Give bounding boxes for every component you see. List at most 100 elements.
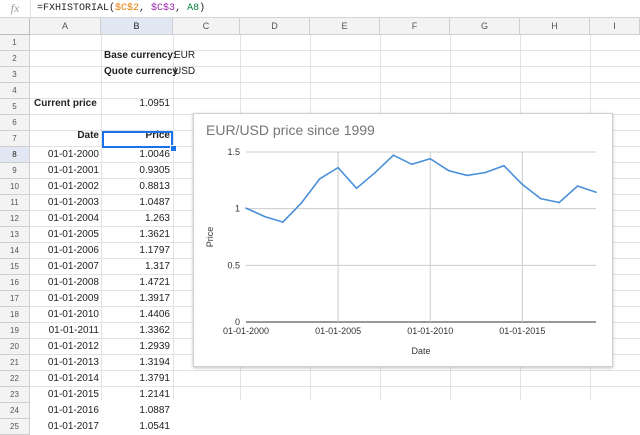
price-cell[interactable]: 1.0046 (139, 149, 170, 160)
data-point (411, 163, 413, 166)
row-header-11[interactable]: 11 (0, 195, 30, 211)
price-cell[interactable]: 1.2939 (139, 341, 170, 352)
price-cell[interactable]: 1.4406 (139, 309, 170, 320)
price-cell[interactable]: 0.9305 (139, 165, 170, 176)
row-header-8[interactable]: 8 (0, 147, 30, 163)
price-cell[interactable]: 1.0887 (139, 405, 170, 416)
row-header-12[interactable]: 12 (0, 211, 30, 227)
row-header-5[interactable]: 5 (0, 99, 30, 115)
row-header-6[interactable]: 6 (0, 115, 30, 131)
date-cell[interactable]: 01-01-2000 (47, 149, 99, 160)
price-cell[interactable]: 0.8813 (139, 181, 170, 192)
row-header-20[interactable]: 20 (0, 339, 30, 355)
column-header-i[interactable]: I (590, 18, 640, 35)
row-header-23[interactable]: 23 (0, 387, 30, 403)
date-cell[interactable]: 01-01-2008 (47, 277, 99, 288)
row-header-2[interactable]: 2 (0, 51, 30, 67)
date-cell[interactable]: 01-01-2011 (48, 325, 99, 336)
data-point (392, 154, 395, 156)
fill-handle[interactable] (170, 145, 177, 152)
quote-currency-value[interactable]: USD (174, 66, 196, 77)
date-cell[interactable]: 01-01-2005 (47, 229, 99, 240)
chart-plot: 0 0.5 1 1.5 01-01-2000 01-01-2005 01-01-2010 01… (205, 147, 597, 356)
price-header-cell[interactable]: Price (145, 130, 170, 141)
current-price-value[interactable]: 1.0951 (139, 98, 170, 109)
formula-ref-quote: $C$3 (151, 3, 176, 14)
base-currency-value[interactable]: EUR (174, 50, 196, 61)
row-header-13[interactable]: 13 (0, 227, 30, 243)
date-cell[interactable]: 01-01-2009 (47, 293, 99, 304)
y-tick-label: 0 (235, 317, 240, 327)
row-header-15[interactable]: 15 (0, 259, 30, 275)
row-header-7[interactable]: 7 (0, 131, 30, 147)
column-header-f[interactable]: F (380, 18, 450, 35)
data-point (595, 191, 597, 194)
price-cell[interactable]: 1.0541 (139, 421, 170, 432)
date-cell[interactable]: 01-01-2007 (47, 261, 99, 272)
date-cell[interactable]: 01-01-2001 (47, 165, 99, 176)
row-header-24[interactable]: 24 (0, 403, 30, 419)
column-header-g[interactable]: G (450, 18, 520, 35)
date-cell[interactable]: 01-01-2014 (47, 373, 99, 384)
price-cell[interactable]: 1.3791 (139, 373, 170, 384)
date-cell[interactable]: 01-01-2013 (47, 357, 99, 368)
price-cell[interactable]: 1.3917 (139, 293, 170, 304)
date-cell[interactable]: 01-01-2017 (47, 421, 99, 432)
row-header-14[interactable]: 14 (0, 243, 30, 259)
chart-title: EUR/USD price since 1999 (206, 122, 375, 138)
row-header-9[interactable]: 9 (0, 163, 30, 179)
select-all-corner[interactable] (0, 18, 30, 35)
grid-line (173, 35, 174, 400)
column-header-c[interactable]: C (173, 18, 240, 35)
column-header-d[interactable]: D (240, 18, 310, 35)
price-cell[interactable]: 1.3362 (139, 325, 170, 336)
column-header-a[interactable]: A (30, 18, 101, 35)
data-point (245, 207, 247, 209)
row-header-18[interactable]: 18 (0, 307, 30, 323)
price-cell[interactable]: 1.3194 (139, 357, 170, 368)
price-cell[interactable]: 1.317 (144, 261, 170, 272)
row-header-16[interactable]: 16 (0, 275, 30, 291)
selected-cell-b8[interactable] (102, 131, 173, 148)
data-point (318, 178, 321, 180)
base-currency-label[interactable]: Base currency: (104, 50, 177, 61)
row-header-22[interactable]: 22 (0, 371, 30, 387)
formula-ref-base: $C$2 (115, 3, 140, 14)
date-cell[interactable]: 01-01-2002 (47, 181, 99, 192)
price-cell[interactable]: 1.2141 (139, 389, 170, 400)
price-cell[interactable]: 1.1797 (139, 245, 170, 256)
column-header-b[interactable]: B (101, 18, 173, 35)
row-header-4[interactable]: 4 (0, 83, 30, 99)
date-cell[interactable]: 01-01-2012 (47, 341, 99, 352)
formula-ref-date: A8 (187, 3, 200, 14)
column-header-e[interactable]: E (310, 18, 380, 35)
row-header-17[interactable]: 17 (0, 291, 30, 307)
date-cell[interactable]: 01-01-2004 (47, 213, 99, 224)
price-cell[interactable]: 1.263 (144, 213, 170, 224)
date-cell[interactable]: 01-01-2015 (47, 389, 99, 400)
price-cell[interactable]: 1.0487 (139, 197, 170, 208)
date-header-cell[interactable]: Date (77, 130, 99, 141)
row-header-25[interactable]: 25 (0, 419, 30, 435)
date-cell[interactable]: 01-01-2006 (47, 245, 99, 256)
x-tick-label: 01-01-2015 (499, 326, 545, 336)
date-cell[interactable]: 01-01-2003 (47, 197, 99, 208)
row-header-10[interactable]: 10 (0, 179, 30, 195)
line-chart[interactable]: EUR/USD price since 1999 0 0.5 1 1.5 01-01-2… (193, 113, 613, 367)
data-point (282, 221, 284, 223)
row-header-3[interactable]: 3 (0, 67, 30, 83)
data-point (484, 171, 487, 174)
x-axis-title: Date (411, 346, 430, 356)
formula-bar[interactable]: fx =FXHISTORIAL($C$2, $C$3, A8) (0, 0, 640, 18)
price-cell[interactable]: 1.4721 (139, 277, 170, 288)
price-cell[interactable]: 1.3621 (139, 229, 170, 240)
row-header-21[interactable]: 21 (0, 355, 30, 371)
row-header-19[interactable]: 19 (0, 323, 30, 339)
date-cell[interactable]: 01-01-2016 (47, 405, 99, 416)
formula-input[interactable]: =FXHISTORIAL($C$2, $C$3, A8) (37, 0, 205, 17)
column-header-h[interactable]: H (520, 18, 590, 35)
current-price-label[interactable]: Current price (34, 98, 97, 109)
date-cell[interactable]: 01-01-2010 (47, 309, 99, 320)
row-header-1[interactable]: 1 (0, 35, 30, 51)
quote-currency-label[interactable]: Quote currency (104, 66, 178, 77)
